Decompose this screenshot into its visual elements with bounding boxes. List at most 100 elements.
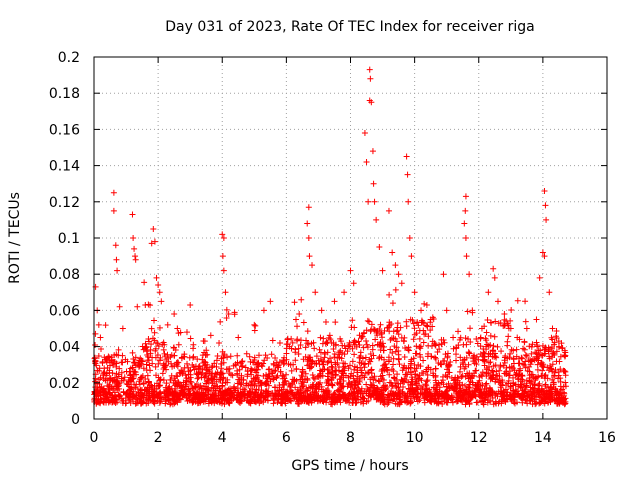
data-point <box>357 354 364 361</box>
data-point <box>432 342 439 349</box>
data-point <box>109 377 116 384</box>
data-point <box>288 398 295 405</box>
data-point <box>92 342 99 349</box>
data-point <box>346 379 353 386</box>
data-point <box>194 400 201 407</box>
data-point <box>357 349 364 356</box>
data-point <box>524 392 531 399</box>
data-point <box>555 368 562 375</box>
data-point <box>220 235 227 241</box>
data-point <box>304 340 311 347</box>
data-point <box>490 265 497 272</box>
data-point <box>551 339 558 346</box>
data-point <box>536 393 543 400</box>
x-tick-label: 8 <box>346 430 355 446</box>
data-point <box>323 339 330 346</box>
data-point <box>252 322 259 329</box>
data-point <box>300 382 307 389</box>
data-point <box>424 323 431 330</box>
data-point <box>476 373 483 380</box>
data-point <box>514 297 521 304</box>
data-point <box>156 324 163 331</box>
data-point <box>489 347 496 354</box>
data-point <box>228 389 235 396</box>
data-point <box>238 390 245 397</box>
data-point <box>520 361 527 368</box>
data-point <box>501 322 508 329</box>
data-point <box>481 385 488 392</box>
data-point <box>291 299 298 306</box>
data-point <box>320 335 327 342</box>
data-point <box>503 364 510 371</box>
data-point <box>181 364 188 371</box>
data-point <box>346 390 353 397</box>
data-point <box>330 346 337 353</box>
data-point <box>379 397 386 404</box>
data-point <box>332 391 339 398</box>
data-point <box>362 354 369 361</box>
data-point <box>114 380 121 387</box>
data-point <box>142 301 149 308</box>
data-point <box>424 394 431 401</box>
data-point <box>473 353 480 360</box>
data-point <box>480 349 487 356</box>
data-point <box>224 354 231 361</box>
data-point <box>401 334 408 341</box>
data-point <box>490 363 497 370</box>
data-point <box>541 253 548 260</box>
data-point <box>510 356 517 363</box>
data-point <box>114 399 121 406</box>
data-point <box>497 390 504 397</box>
data-point <box>560 389 567 396</box>
data-point <box>535 347 542 354</box>
data-point <box>518 384 525 391</box>
data-point <box>152 363 159 370</box>
data-point <box>432 365 439 372</box>
data-point <box>174 325 181 332</box>
data-point <box>304 328 311 335</box>
data-point <box>411 289 418 296</box>
data-point <box>288 335 295 342</box>
data-point <box>534 343 541 350</box>
data-point <box>112 242 119 249</box>
data-point <box>433 386 440 393</box>
data-point <box>219 253 226 260</box>
data-point <box>378 354 385 361</box>
data-point <box>465 335 472 342</box>
data-point <box>207 395 214 402</box>
data-point <box>203 347 210 354</box>
data-point <box>386 319 393 326</box>
data-point <box>292 316 299 323</box>
data-point <box>477 389 484 396</box>
data-point <box>519 387 526 394</box>
data-point <box>304 357 311 364</box>
data-point <box>161 341 168 348</box>
data-point <box>182 381 189 388</box>
data-point <box>425 342 432 349</box>
data-point <box>482 397 489 404</box>
data-point <box>418 307 425 314</box>
data-point <box>485 390 492 397</box>
data-point <box>166 383 173 390</box>
data-point <box>174 391 181 398</box>
data-point <box>378 392 385 399</box>
data-point <box>309 358 316 365</box>
data-point <box>363 337 370 344</box>
data-point <box>220 389 227 396</box>
data-point <box>388 335 395 342</box>
data-point <box>401 378 408 385</box>
data-point <box>183 375 190 382</box>
data-point <box>382 382 389 389</box>
data-point <box>422 381 429 388</box>
data-point <box>131 359 138 366</box>
data-point <box>296 311 303 318</box>
data-point <box>384 391 391 398</box>
data-point <box>97 334 104 341</box>
data-point <box>542 344 549 351</box>
data-point <box>518 354 525 361</box>
data-point <box>523 352 530 359</box>
data-point <box>361 130 368 137</box>
data-point <box>453 351 460 358</box>
data-point <box>180 368 187 375</box>
